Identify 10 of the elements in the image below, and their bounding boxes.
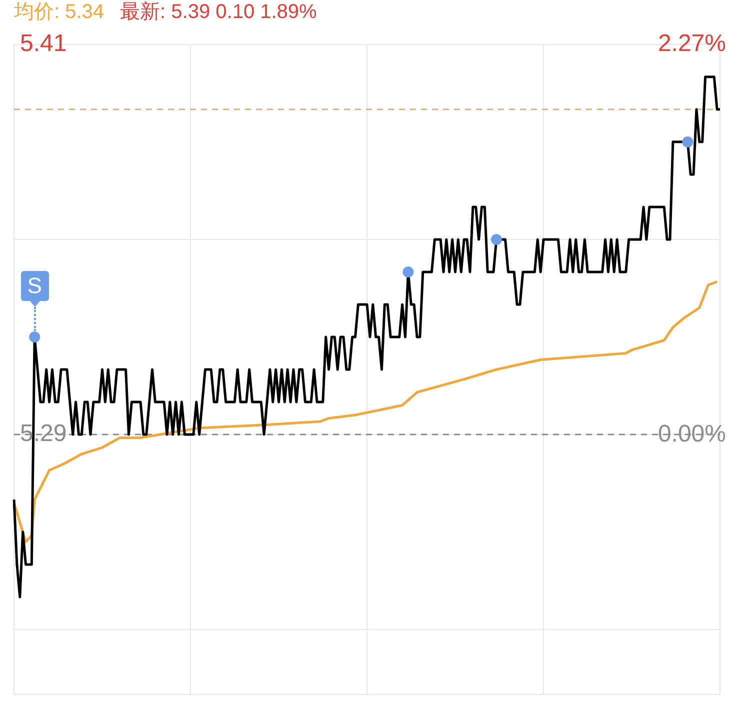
y2-tick-label: 0.00% (658, 420, 726, 448)
point (29, 331, 40, 342)
point (402, 266, 414, 278)
point (490, 234, 502, 245)
y2-tick-label: 2.27% (658, 30, 726, 58)
point (682, 136, 694, 148)
text: 均价: 5.34 (14, 1, 104, 23)
annotation: S (20, 270, 49, 301)
text: 最新: 5.39 0.10 1.89% (120, 1, 317, 23)
y-tick-label: 5.41 (20, 30, 67, 58)
